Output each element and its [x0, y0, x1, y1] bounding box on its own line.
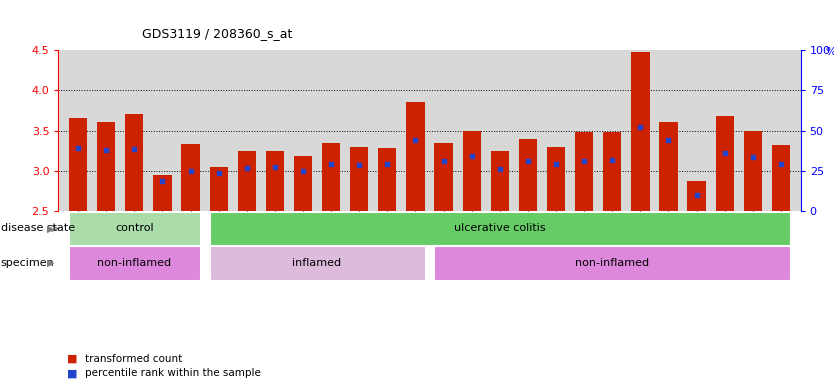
- Bar: [687, 180, 706, 211]
- Bar: [69, 247, 199, 280]
- Bar: [181, 144, 199, 211]
- Bar: [209, 167, 228, 211]
- Bar: [238, 151, 256, 211]
- Bar: [294, 156, 312, 211]
- Text: control: control: [115, 223, 153, 233]
- Text: inflamed: inflamed: [293, 258, 342, 268]
- Text: GDS3119 / 208360_s_at: GDS3119 / 208360_s_at: [142, 27, 292, 40]
- Bar: [435, 142, 453, 211]
- Bar: [209, 212, 790, 245]
- Bar: [716, 116, 734, 211]
- Bar: [378, 148, 396, 211]
- Bar: [631, 52, 650, 211]
- Bar: [69, 118, 88, 211]
- Text: ■: ■: [67, 354, 78, 364]
- Text: ■: ■: [67, 368, 78, 378]
- Bar: [97, 122, 115, 211]
- Text: ▶: ▶: [47, 258, 54, 268]
- Y-axis label: %: %: [825, 47, 834, 57]
- Bar: [209, 247, 425, 280]
- Bar: [603, 132, 621, 211]
- Bar: [771, 145, 790, 211]
- Bar: [322, 142, 340, 211]
- Text: disease state: disease state: [1, 223, 75, 233]
- Bar: [69, 212, 199, 245]
- Bar: [435, 247, 790, 280]
- Text: ulcerative colitis: ulcerative colitis: [454, 223, 545, 233]
- Text: specimen: specimen: [1, 258, 54, 268]
- Bar: [575, 132, 593, 211]
- Bar: [406, 102, 425, 211]
- Bar: [744, 131, 762, 211]
- Bar: [266, 151, 284, 211]
- Text: non-inflamed: non-inflamed: [98, 258, 171, 268]
- Bar: [125, 114, 143, 211]
- Text: percentile rank within the sample: percentile rank within the sample: [85, 368, 261, 378]
- Bar: [660, 122, 678, 211]
- Bar: [350, 147, 369, 211]
- Text: non-inflamed: non-inflamed: [575, 258, 650, 268]
- Bar: [547, 147, 565, 211]
- Text: transformed count: transformed count: [85, 354, 183, 364]
- Bar: [153, 175, 172, 211]
- Bar: [463, 131, 481, 211]
- Bar: [519, 139, 537, 211]
- Bar: [490, 151, 509, 211]
- Text: ▶: ▶: [47, 223, 54, 233]
